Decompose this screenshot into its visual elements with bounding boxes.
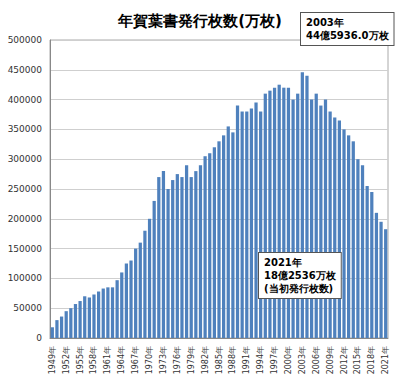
svg-text:1988年: 1988年 [228, 346, 237, 374]
svg-text:250000: 250000 [8, 184, 43, 194]
svg-text:1967年: 1967年 [131, 346, 140, 374]
svg-text:1949年: 1949年 [48, 346, 57, 374]
svg-text:500000: 500000 [8, 35, 43, 45]
svg-text:1958年: 1958年 [89, 346, 98, 374]
svg-text:2012年: 2012年 [340, 346, 349, 374]
svg-text:200000: 200000 [8, 214, 43, 224]
svg-text:0: 0 [36, 333, 42, 343]
svg-text:(当初発行枚数): (当初発行枚数) [264, 283, 333, 294]
svg-text:1973年: 1973年 [159, 346, 168, 374]
svg-text:2000年: 2000年 [284, 346, 293, 374]
svg-text:2018年: 2018年 [367, 346, 376, 374]
svg-text:1976年: 1976年 [173, 346, 182, 374]
svg-text:2003年: 2003年 [298, 346, 307, 374]
svg-text:1979年: 1979年 [187, 346, 196, 374]
svg-text:2006年: 2006年 [312, 346, 321, 374]
svg-text:350000: 350000 [8, 124, 43, 134]
svg-text:1982年: 1982年 [201, 346, 210, 374]
svg-text:2021年: 2021年 [381, 346, 390, 374]
svg-text:2009年: 2009年 [326, 346, 335, 374]
svg-text:100000: 100000 [8, 273, 43, 283]
svg-text:2015年: 2015年 [353, 346, 362, 374]
svg-text:18億2536万枚: 18億2536万枚 [264, 270, 337, 281]
svg-text:1985年: 1985年 [215, 346, 224, 374]
svg-text:2021年: 2021年 [264, 257, 302, 268]
svg-text:1991年: 1991年 [242, 346, 251, 374]
svg-text:1994年: 1994年 [256, 346, 265, 374]
svg-text:年賀葉書発行枚数(万枚): 年賀葉書発行枚数(万枚) [117, 12, 282, 30]
svg-text:400000: 400000 [8, 95, 43, 105]
svg-text:50000: 50000 [13, 303, 42, 313]
svg-text:1997年: 1997年 [270, 346, 279, 374]
svg-text:1952年: 1952年 [62, 346, 71, 374]
svg-text:300000: 300000 [8, 154, 43, 164]
svg-text:1964年: 1964年 [117, 346, 126, 374]
svg-text:450000: 450000 [8, 65, 43, 75]
svg-text:2003年: 2003年 [306, 17, 344, 28]
svg-text:1955年: 1955年 [76, 346, 85, 374]
svg-text:1970年: 1970年 [145, 346, 154, 374]
svg-text:44億5936.0万枚: 44億5936.0万枚 [306, 30, 390, 41]
svg-text:1961年: 1961年 [103, 346, 112, 374]
svg-text:150000: 150000 [8, 244, 43, 254]
